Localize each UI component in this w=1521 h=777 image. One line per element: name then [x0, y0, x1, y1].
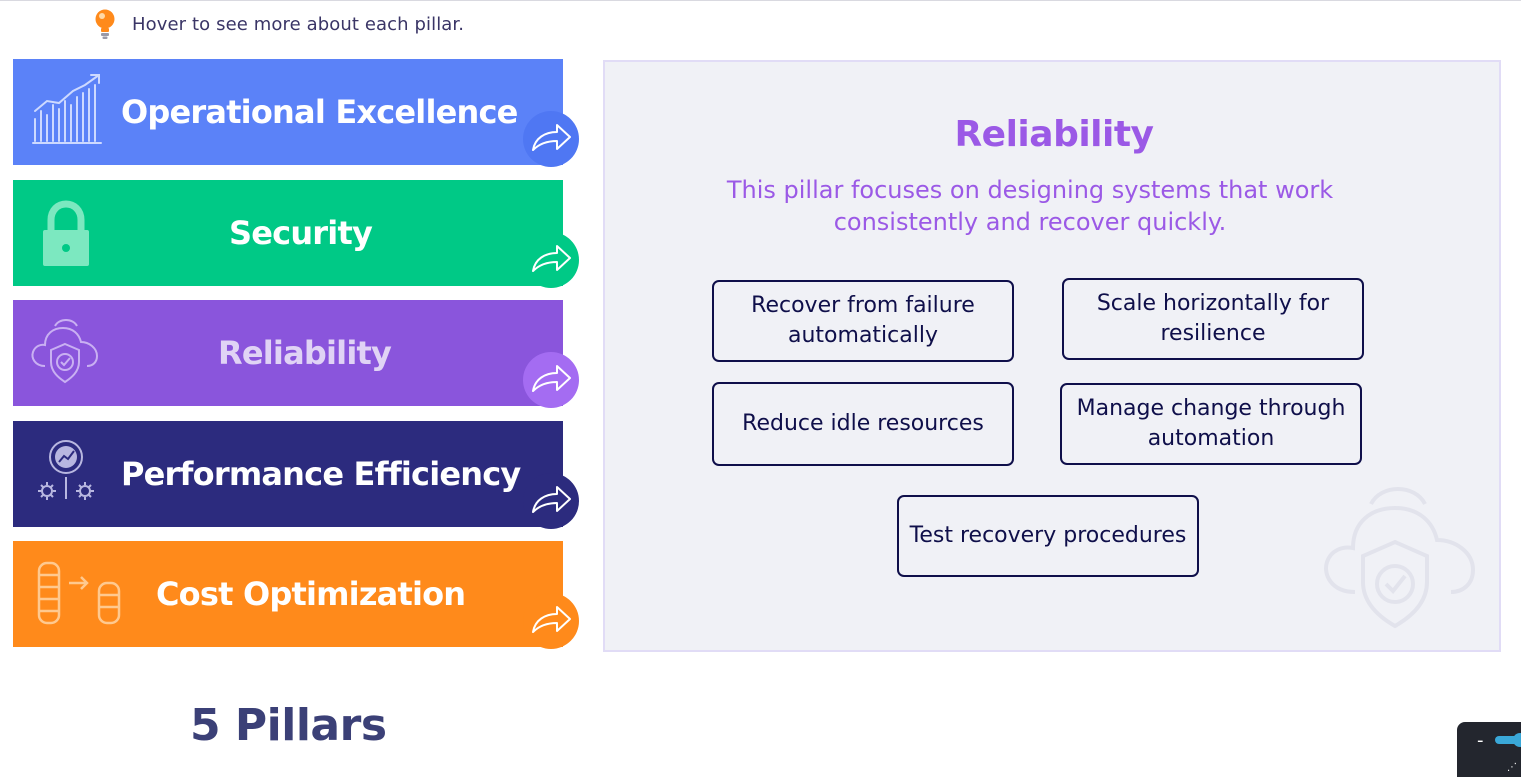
pillar-operational-excellence[interactable]: Operational Excellence [13, 59, 579, 167]
pillar-reliability[interactable]: Reliability [13, 300, 579, 408]
lock-icon [43, 200, 89, 266]
arrow-icon[interactable] [523, 473, 579, 529]
pillar-performance-efficiency[interactable]: Performance Efficiency [13, 421, 579, 529]
section-title: 5 Pillars [190, 700, 387, 751]
pillar-label: Cost Optimization [156, 575, 466, 613]
gauge-gears-icon [38, 440, 94, 500]
toggle-knob [1513, 733, 1521, 747]
lightbulb-icon [95, 9, 115, 39]
dots-icon: ⋰ [1507, 762, 1517, 773]
accessibility-widget[interactable]: - ⋰ [1457, 722, 1521, 777]
hint-text: Hover to see more about each pillar. [132, 13, 465, 35]
pillar-label: Performance Efficiency [121, 455, 521, 493]
arrow-icon[interactable] [523, 352, 579, 408]
practice-card: Recover from failure automatically [712, 280, 1014, 362]
toggle-icon[interactable] [1495, 736, 1521, 744]
pillar-detail-panel: Reliability This pillar focuses on desig… [603, 60, 1501, 652]
detail-description: This pillar focuses on designing systems… [726, 176, 1334, 236]
practice-card: Manage change through automation [1060, 383, 1362, 465]
practice-card: Reduce idle resources [712, 382, 1014, 466]
detail-title: Reliability [954, 114, 1154, 155]
top-divider [0, 0, 1521, 1]
pillar-security[interactable]: Security [13, 180, 579, 288]
growth-chart-icon [32, 74, 102, 144]
cloud-shield-icon [31, 319, 99, 384]
cloud-shield-icon [1324, 487, 1476, 629]
arrow-icon[interactable] [523, 111, 579, 167]
pillar-label: Security [229, 214, 373, 252]
pillar-label: Operational Excellence [121, 93, 518, 131]
hover-hint: Hover to see more about each pillar. [92, 8, 464, 40]
arrow-icon[interactable] [523, 232, 579, 288]
practice-card: Test recovery procedures [897, 495, 1199, 577]
practice-card: Scale horizontally for resilience [1062, 278, 1364, 360]
coins-transfer-icon [37, 561, 121, 625]
pillar-label: Reliability [218, 334, 392, 372]
minus-label: - [1477, 730, 1484, 751]
arrow-icon[interactable] [523, 593, 579, 649]
pillar-cost-optimization[interactable]: Cost Optimization [13, 541, 579, 649]
